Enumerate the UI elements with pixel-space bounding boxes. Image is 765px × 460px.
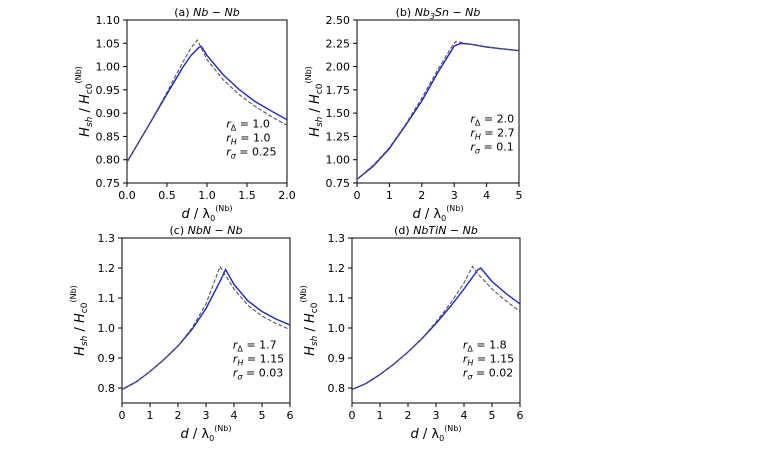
y-tick-label: 1.25	[326, 130, 351, 143]
x-tick-label: 6	[287, 409, 294, 422]
x-axis-label: d / λ0(Nb)	[180, 424, 231, 443]
x-tick-label: 5	[489, 409, 496, 422]
x-tick-label: 0.0	[118, 189, 136, 202]
y-tick-label: 1.00	[96, 61, 121, 74]
y-tick-label: 0.75	[96, 177, 121, 190]
x-tick-label: 0.5	[158, 189, 176, 202]
x-tick-label: 4	[483, 189, 490, 202]
solid-curve	[126, 45, 288, 163]
panel-b: 0 1 2 3 4 5 0.75 1.00 1.25 1.50 1.75 2.00 2.25 2.50 (b…	[304, 6, 523, 223]
param-annotation: rσ = 0.25	[226, 146, 276, 161]
param-annotation: rΔ = 1.7	[233, 339, 277, 354]
x-tick-label: 2.0	[278, 189, 296, 202]
solid-curve	[351, 267, 521, 391]
y-tick-label: 0.95	[96, 84, 121, 97]
param-annotation: rσ = 0.02	[463, 367, 513, 382]
y-tick-label: 0.9	[98, 352, 116, 365]
x-tick-label: 5	[259, 409, 266, 422]
x-axis-label: d / λ0(Nb)	[181, 204, 232, 223]
x-tick-label: 4	[461, 409, 468, 422]
x-tick-label: 3	[433, 409, 440, 422]
y-tick-label: 1.50	[326, 107, 351, 120]
y-tick-label: 2.25	[326, 37, 351, 50]
x-tick-label: 2	[418, 189, 425, 202]
x-tick-label: 1.0	[198, 189, 216, 202]
chart-title: (d) NbTiN − Nb	[394, 224, 478, 237]
x-tick-label: 3	[203, 409, 210, 422]
panel-a: 0.0 0.5 1.0 1.5 2.0 0.75 0.80 0.85 0.90 0.95 1.00 1…	[74, 6, 296, 223]
y-tick-label: 1.0	[98, 322, 116, 335]
y-tick-label: 1.0	[328, 322, 346, 335]
y-tick-label: 1.2	[328, 262, 346, 275]
x-axis-label: d / λ0(Nb)	[412, 204, 463, 223]
axes-frame	[356, 19, 520, 184]
y-tick-label: 0.90	[96, 107, 121, 120]
param-annotation: rH = 1.0	[226, 132, 270, 147]
y-tick-label: 2.00	[326, 61, 351, 74]
panel-d: 0 1 2 3 4 5 6 0.8 0.9 1.0 1.1 1.2 1.3 (d) NbTiN − Nb d…	[299, 224, 524, 443]
x-tick-label: 1.5	[238, 189, 256, 202]
x-tick-label: 6	[517, 409, 524, 422]
y-tick-label: 0.80	[96, 154, 121, 167]
y-tick-label: 0.9	[328, 352, 346, 365]
y-axis-label: Hsh / Hc0(Nb)	[69, 285, 90, 356]
y-tick-label: 0.75	[326, 177, 351, 190]
x-tick-label: 3	[451, 189, 458, 202]
chart-title: (c) NbN − Nb	[169, 224, 242, 237]
x-tick-label: 1	[147, 409, 154, 422]
chart-title: (b) Nb3Sn − Nb	[396, 6, 481, 21]
x-tick-label: 1	[377, 409, 384, 422]
y-tick-label: 1.00	[326, 154, 351, 167]
y-tick-label: 1.75	[326, 84, 351, 97]
y-axis-label: Hsh / Hc0(Nb)	[74, 66, 95, 137]
solid-curve	[356, 42, 520, 180]
x-tick-label: 1	[386, 189, 393, 202]
y-tick-label: 0.8	[328, 382, 346, 395]
x-tick-label: 2	[405, 409, 412, 422]
param-annotation: rH = 1.15	[233, 353, 284, 368]
y-tick-label: 0.8	[98, 382, 116, 395]
y-tick-label: 1.05	[96, 37, 121, 50]
dashed-curve	[121, 265, 291, 390]
param-annotation: rσ = 0.03	[233, 367, 283, 382]
x-tick-label: 0	[119, 409, 126, 422]
x-tick-label: 0	[354, 189, 361, 202]
param-annotation: rΔ = 1.0	[226, 118, 270, 133]
y-axis-label: Hsh / Hc0(Nb)	[304, 66, 325, 137]
x-axis-label: d / λ0(Nb)	[410, 424, 461, 443]
y-tick-label: 1.1	[328, 292, 346, 305]
y-tick-label: 1.10	[96, 14, 121, 27]
y-tick-label: 1.3	[328, 232, 346, 245]
y-axis-label: Hsh / Hc0(Nb)	[299, 285, 320, 356]
y-tick-label: 1.3	[98, 232, 116, 245]
dashed-curve	[126, 38, 288, 163]
panel-c: 0 1 2 3 4 5 6 0.8 0.9 1.0 1.1 1.2 1.3 (c) NbN − Nb d /…	[69, 224, 294, 443]
y-tick-label: 2.50	[326, 14, 351, 27]
x-tick-label: 0	[349, 409, 356, 422]
y-tick-label: 1.2	[98, 262, 116, 275]
param-annotation: rH = 2.7	[470, 127, 514, 142]
y-tick-label: 0.85	[96, 130, 121, 143]
param-annotation: rH = 1.15	[463, 353, 514, 368]
x-tick-label: 2	[175, 409, 182, 422]
y-tick-label: 1.1	[98, 292, 116, 305]
x-tick-label: 5	[516, 189, 523, 202]
x-tick-label: 4	[231, 409, 238, 422]
dashed-curve	[356, 40, 520, 180]
param-annotation: rσ = 0.1	[470, 141, 513, 156]
param-annotation: rΔ = 2.0	[470, 113, 514, 128]
dashed-curve	[351, 265, 521, 391]
chart-title: (a) Nb − Nb	[174, 6, 239, 19]
param-annotation: rΔ = 1.8	[463, 339, 507, 354]
